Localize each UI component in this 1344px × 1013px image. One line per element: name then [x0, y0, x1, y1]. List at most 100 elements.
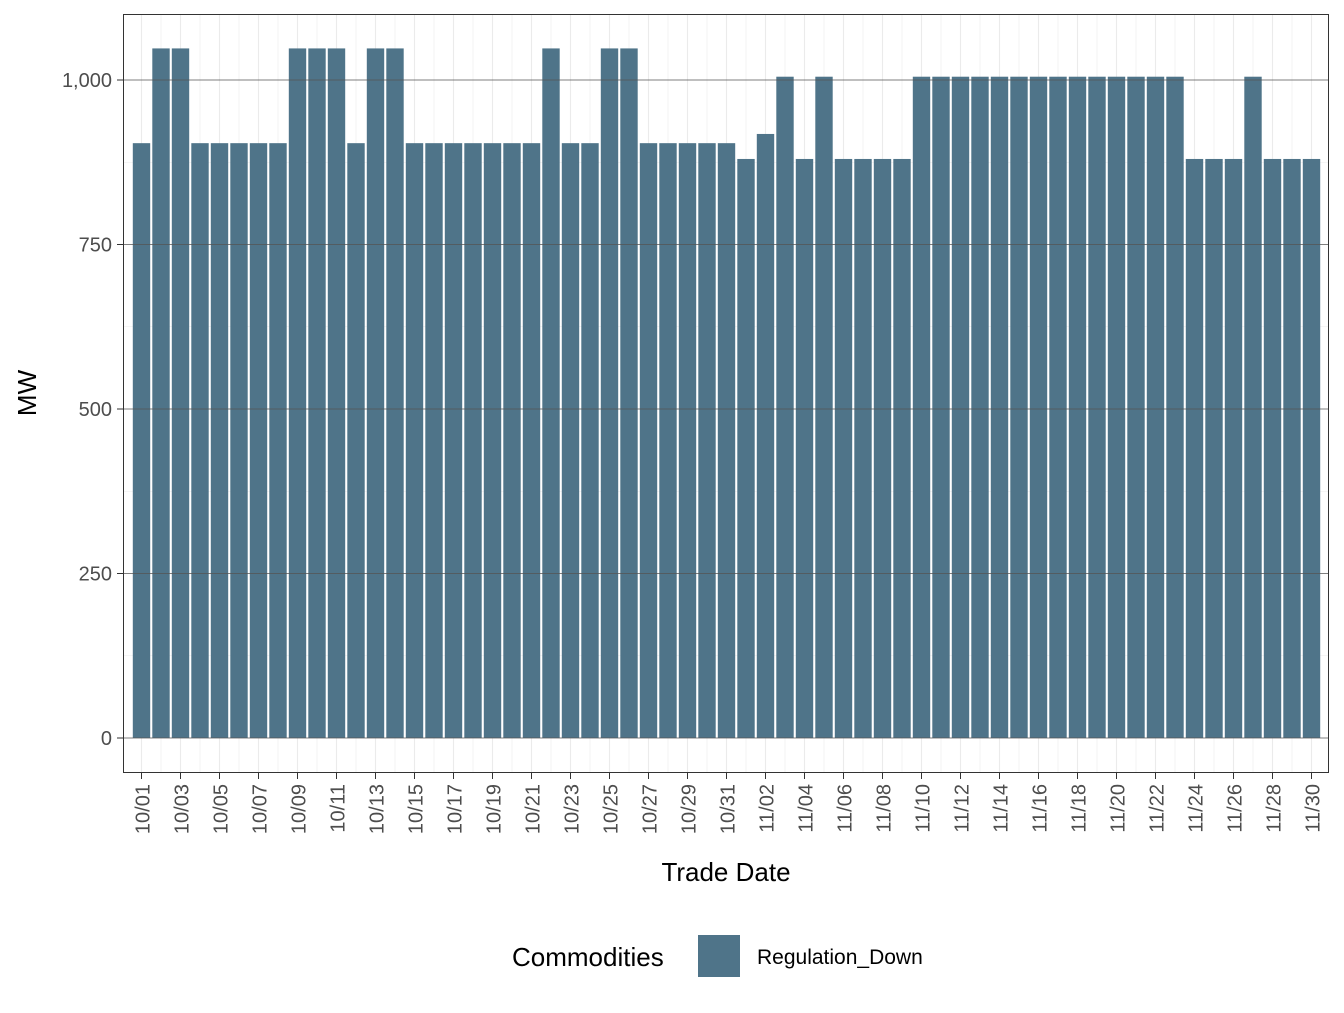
y-tick-label: 250 [79, 564, 112, 586]
bar-10-04 [191, 143, 209, 739]
bar-11-01 [737, 158, 755, 738]
bar-10-24 [581, 143, 599, 739]
bar-11-20 [1107, 76, 1126, 738]
y-tick-label: 1,000 [62, 70, 112, 92]
bar-10-27 [639, 143, 658, 739]
y-tick-label: 750 [79, 235, 112, 257]
bar-10-02 [152, 48, 170, 738]
bar-10-03 [171, 48, 190, 738]
bar-10-21 [522, 143, 541, 739]
x-tick-label: 10/17 [445, 784, 467, 834]
bar-10-10 [308, 48, 326, 738]
bar-11-11 [932, 76, 950, 738]
bar-10-23 [561, 143, 580, 739]
legend-key-regulation-down [698, 935, 740, 977]
bar-10-25 [600, 48, 619, 738]
bar-10-07 [249, 143, 268, 739]
y-tick-label: 0 [101, 728, 112, 750]
bar-11-29 [1283, 158, 1301, 738]
x-tick-label: 11/16 [1030, 784, 1052, 833]
bar-11-18 [1068, 76, 1087, 738]
bar-10-22 [542, 48, 560, 738]
bar-11-28 [1263, 158, 1282, 738]
bar-11-14 [990, 76, 1009, 738]
bar-10-11 [327, 48, 346, 738]
bar-10-28 [659, 143, 677, 739]
bar-11-22 [1146, 76, 1165, 738]
bar-10-01 [132, 143, 151, 739]
bar-11-10 [912, 76, 931, 738]
x-tick-label: 11/24 [1186, 784, 1208, 833]
x-tick-label: 10/31 [718, 784, 740, 834]
x-tick-label: 10/05 [211, 784, 233, 834]
bar-10-09 [288, 48, 307, 738]
bar-11-02 [756, 133, 775, 738]
x-tick-label: 11/26 [1225, 784, 1247, 833]
x-tick-label: 11/28 [1264, 784, 1286, 833]
x-tick-label: 10/11 [328, 784, 350, 833]
bar-11-30 [1302, 158, 1321, 738]
x-tick-label: 11/20 [1108, 784, 1130, 833]
x-tick-label: 10/15 [406, 784, 428, 834]
x-axis-title: Trade Date [661, 857, 790, 887]
bar-11-13 [971, 76, 989, 738]
x-tick-label: 11/14 [991, 784, 1013, 833]
bar-11-24 [1185, 158, 1204, 738]
bar-10-19 [483, 143, 502, 739]
bar-11-07 [854, 158, 872, 738]
x-tick-label: 10/23 [562, 784, 584, 834]
bar-10-17 [444, 143, 463, 739]
x-tick-label: 10/19 [484, 784, 506, 834]
bar-11-27 [1244, 76, 1262, 738]
bar-10-18 [464, 143, 482, 739]
x-tick-label: 11/04 [796, 784, 818, 833]
bar-11-09 [893, 158, 911, 738]
bar-10-15 [405, 143, 424, 739]
legend: Commodities Regulation_Down [512, 935, 923, 977]
bar-10-14 [386, 48, 404, 738]
bar-10-06 [230, 143, 248, 739]
bars [132, 48, 1321, 739]
x-tick-label: 11/06 [835, 784, 857, 833]
bar-10-30 [698, 143, 716, 739]
x-tick-label: 10/09 [289, 784, 311, 834]
x-tick-label: 11/22 [1147, 784, 1169, 833]
legend-title: Commodities [512, 942, 664, 972]
bar-11-03 [776, 76, 794, 738]
bar-11-16 [1029, 76, 1048, 738]
bar-10-08 [269, 143, 287, 739]
x-tick-label: 10/21 [523, 784, 545, 834]
bar-10-29 [678, 143, 697, 739]
bar-10-20 [503, 143, 521, 739]
x-tick-label: 10/03 [172, 784, 194, 834]
bar-10-26 [620, 48, 638, 738]
x-tick-label: 10/07 [250, 784, 272, 834]
x-tick-label: 10/29 [679, 784, 701, 834]
x-tick-label: 11/12 [952, 784, 974, 833]
x-tick-label: 11/30 [1303, 784, 1325, 833]
bar-10-12 [347, 143, 365, 739]
bar-10-16 [425, 143, 443, 739]
x-tick-label: 11/18 [1069, 784, 1091, 833]
bar-11-21 [1127, 76, 1145, 738]
x-tick-label: 11/10 [913, 784, 935, 833]
bar-11-25 [1205, 158, 1223, 738]
x-tick-label: 10/27 [640, 784, 662, 834]
y-tick-label: 500 [79, 399, 112, 421]
bar-11-12 [951, 76, 970, 738]
y-axis: 0 250 500 750 1,000 [62, 70, 1328, 750]
bar-10-31 [717, 143, 736, 739]
x-tick-label: 11/02 [757, 784, 779, 833]
x-tick-label: 10/13 [367, 784, 389, 834]
bar-11-08 [873, 158, 892, 738]
bar-11-05 [815, 76, 833, 738]
bar-11-17 [1049, 76, 1067, 738]
bar-11-15 [1010, 76, 1028, 738]
bar-11-26 [1224, 158, 1243, 738]
x-axis: 10/01 10/03 10/05 10/07 10/09 10/11 10/13 10/15… [133, 773, 1325, 834]
bar-11-04 [795, 158, 814, 738]
bar-11-19 [1088, 76, 1106, 738]
x-tick-label: 11/08 [874, 784, 896, 833]
panel-border [123, 14, 1329, 773]
